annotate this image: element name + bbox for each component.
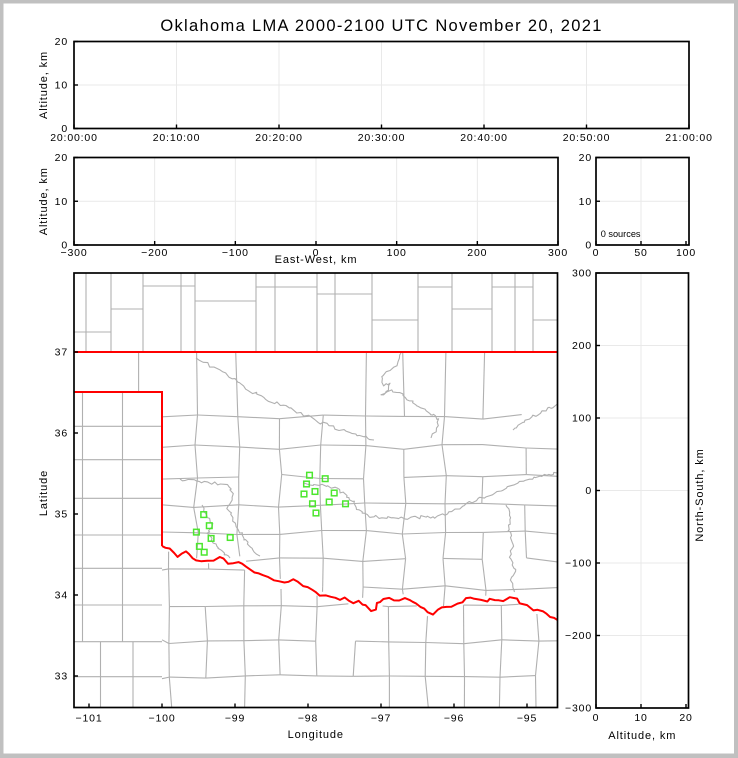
svg-text:−98: −98 bbox=[298, 713, 318, 725]
svg-text:−300: −300 bbox=[565, 703, 592, 715]
svg-text:20:30:00: 20:30:00 bbox=[358, 132, 406, 144]
svg-text:50: 50 bbox=[634, 247, 647, 259]
svg-text:35: 35 bbox=[55, 509, 68, 521]
svg-text:0: 0 bbox=[593, 247, 600, 259]
svg-text:20:10:00: 20:10:00 bbox=[153, 132, 201, 144]
svg-text:20: 20 bbox=[679, 712, 692, 724]
svg-text:0: 0 bbox=[593, 712, 600, 724]
svg-text:North-South, km: North-South, km bbox=[694, 448, 706, 541]
svg-text:0: 0 bbox=[585, 485, 592, 497]
svg-text:10: 10 bbox=[55, 80, 68, 92]
svg-text:−200: −200 bbox=[565, 630, 592, 642]
svg-text:20: 20 bbox=[55, 36, 68, 48]
svg-text:33: 33 bbox=[55, 671, 68, 683]
svg-text:10: 10 bbox=[634, 712, 647, 724]
svg-text:Altitude, km: Altitude, km bbox=[38, 167, 50, 235]
svg-text:20: 20 bbox=[579, 152, 592, 164]
svg-text:20:40:00: 20:40:00 bbox=[460, 132, 508, 144]
svg-text:300: 300 bbox=[548, 247, 568, 259]
svg-text:−101: −101 bbox=[75, 713, 102, 725]
svg-text:East-West, km: East-West, km bbox=[275, 254, 358, 266]
svg-text:10: 10 bbox=[55, 196, 68, 208]
svg-text:0 sources: 0 sources bbox=[601, 229, 641, 239]
svg-text:20:50:00: 20:50:00 bbox=[563, 132, 611, 144]
svg-text:10: 10 bbox=[579, 196, 592, 208]
svg-text:−100: −100 bbox=[222, 247, 249, 259]
svg-text:−96: −96 bbox=[444, 713, 464, 725]
svg-text:−95: −95 bbox=[517, 713, 537, 725]
svg-text:20:20:00: 20:20:00 bbox=[255, 132, 303, 144]
svg-text:−99: −99 bbox=[225, 713, 245, 725]
svg-text:200: 200 bbox=[467, 247, 487, 259]
svg-text:Longitude: Longitude bbox=[288, 729, 344, 741]
svg-text:−200: −200 bbox=[141, 247, 168, 259]
svg-text:300: 300 bbox=[572, 268, 592, 280]
svg-text:Oklahoma LMA 2000-2100 UTC Nov: Oklahoma LMA 2000-2100 UTC November 20, … bbox=[160, 17, 602, 35]
svg-text:21:00:00: 21:00:00 bbox=[665, 132, 713, 144]
svg-text:−100: −100 bbox=[148, 713, 175, 725]
svg-text:Altitude, km: Altitude, km bbox=[38, 51, 50, 119]
svg-text:20: 20 bbox=[55, 152, 68, 164]
svg-text:34: 34 bbox=[55, 590, 68, 602]
svg-text:−300: −300 bbox=[60, 247, 87, 259]
svg-text:Latitude: Latitude bbox=[38, 470, 50, 516]
svg-text:0: 0 bbox=[313, 247, 320, 259]
svg-text:Altitude, km: Altitude, km bbox=[608, 730, 676, 742]
svg-text:200: 200 bbox=[572, 340, 592, 352]
svg-text:100: 100 bbox=[387, 247, 407, 259]
svg-text:20:00:00: 20:00:00 bbox=[50, 132, 98, 144]
svg-text:100: 100 bbox=[572, 413, 592, 425]
svg-text:100: 100 bbox=[676, 247, 696, 259]
svg-text:0: 0 bbox=[61, 240, 68, 252]
svg-text:−97: −97 bbox=[371, 713, 391, 725]
svg-text:37: 37 bbox=[55, 347, 68, 359]
svg-text:0: 0 bbox=[585, 240, 592, 252]
svg-text:36: 36 bbox=[55, 428, 68, 440]
svg-text:0: 0 bbox=[61, 123, 68, 135]
svg-text:−100: −100 bbox=[565, 558, 592, 570]
